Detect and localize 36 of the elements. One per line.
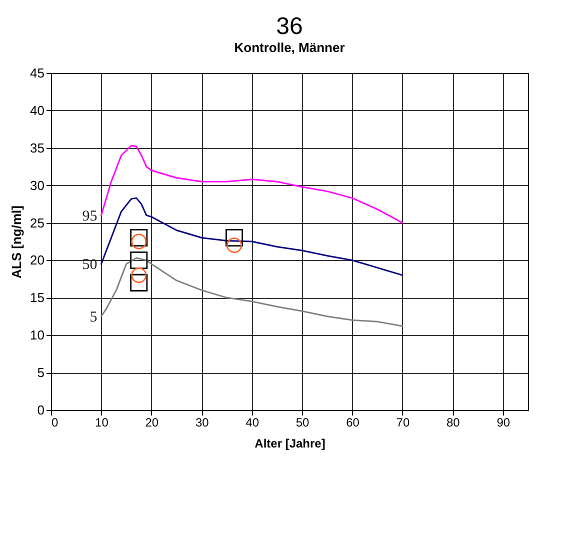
line-series	[100, 144, 404, 224]
chart-subtitle: Kontrolle, Männer	[234, 40, 345, 55]
y-axis-title: ALS [ng/ml]	[9, 206, 24, 278]
x-tick-label: 80	[446, 416, 460, 430]
x-tick-label: 50	[296, 416, 310, 430]
y-tick-label: 40	[30, 102, 44, 118]
y-tick-label: 5	[37, 365, 44, 380]
y-tick-label: 15	[30, 290, 44, 306]
point	[131, 267, 147, 283]
y-tick-label: 10	[30, 328, 44, 343]
x-tick-label: 90	[496, 416, 510, 430]
x-tick-label: 20	[145, 416, 159, 430]
x-tick-label: 70	[396, 416, 410, 430]
y-tick-label: 35	[30, 140, 44, 156]
point	[226, 228, 244, 247]
x-tick-label: 40	[246, 416, 260, 430]
y-tick-label: 45	[30, 66, 44, 80]
point	[130, 228, 148, 247]
point	[131, 234, 147, 250]
series-label: 5	[90, 309, 98, 326]
y-tick-label: 20	[30, 252, 44, 268]
point	[226, 237, 242, 253]
y-tick-label: 30	[30, 178, 44, 193]
x-tick-label: 10	[95, 416, 109, 430]
point	[130, 274, 148, 292]
x-tick-label: 0	[52, 416, 58, 430]
series-label: 95	[82, 208, 98, 224]
x-tick-label: 60	[346, 416, 360, 430]
line-series	[100, 197, 404, 276]
x-tick-label: 30	[195, 416, 210, 430]
y-tick-label: 25	[30, 215, 44, 230]
y-tick-label: 0	[37, 402, 44, 418]
series-label: 50	[82, 256, 98, 273]
point	[130, 251, 148, 269]
chart-title: 36	[276, 13, 303, 40]
x-axis-title: Alter [Jahre]	[254, 436, 326, 450]
